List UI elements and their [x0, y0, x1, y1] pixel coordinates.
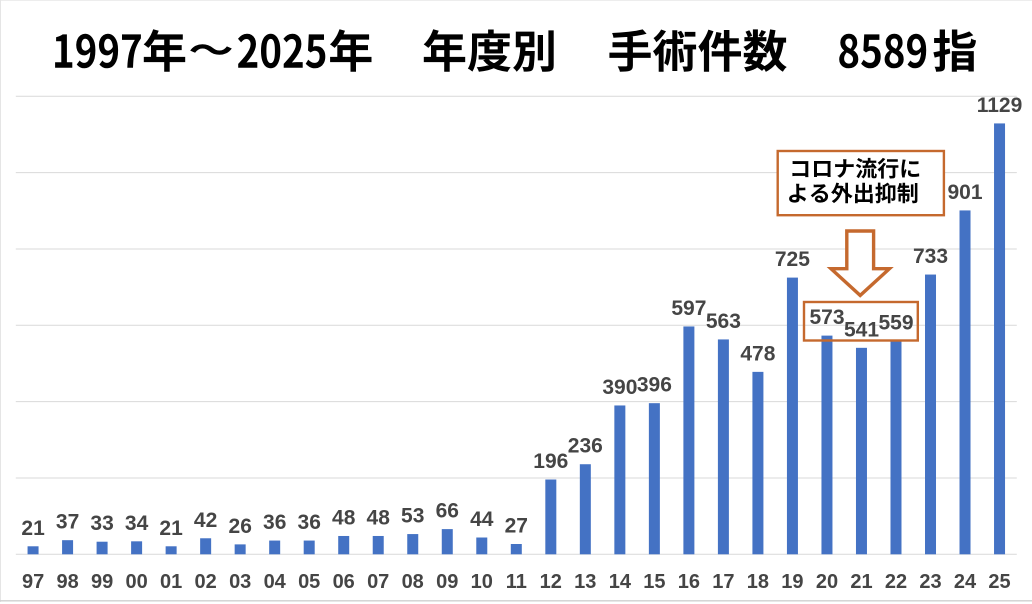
svg-text:20: 20 [816, 571, 838, 593]
svg-text:66: 66 [436, 500, 459, 523]
svg-text:733: 733 [913, 245, 948, 268]
svg-text:97: 97 [22, 571, 44, 593]
svg-text:05: 05 [298, 571, 320, 593]
svg-text:53: 53 [401, 505, 424, 528]
svg-text:24: 24 [954, 571, 977, 593]
svg-text:06: 06 [333, 571, 355, 593]
svg-text:36: 36 [298, 511, 321, 534]
svg-text:27: 27 [505, 515, 528, 538]
svg-text:390: 390 [602, 376, 637, 399]
svg-text:21: 21 [850, 571, 872, 593]
svg-text:541: 541 [844, 318, 879, 341]
svg-text:901: 901 [947, 181, 982, 204]
svg-text:99: 99 [91, 571, 113, 593]
svg-text:25: 25 [988, 571, 1010, 593]
svg-text:48: 48 [367, 507, 391, 530]
svg-text:00: 00 [125, 571, 147, 593]
svg-text:13: 13 [574, 571, 596, 593]
svg-text:725: 725 [775, 248, 810, 271]
svg-text:08: 08 [402, 571, 424, 593]
svg-text:23: 23 [919, 571, 941, 593]
svg-text:42: 42 [194, 509, 217, 532]
svg-text:12: 12 [540, 571, 562, 593]
svg-text:10: 10 [471, 571, 493, 593]
svg-text:48: 48 [332, 507, 356, 530]
svg-text:02: 02 [194, 571, 216, 593]
svg-text:01: 01 [160, 571, 182, 593]
svg-text:14: 14 [609, 571, 632, 593]
svg-text:16: 16 [678, 571, 700, 593]
svg-text:196: 196 [533, 450, 568, 473]
svg-text:36: 36 [263, 511, 286, 534]
svg-text:34: 34 [125, 512, 149, 535]
svg-text:09: 09 [436, 571, 458, 593]
svg-text:26: 26 [229, 515, 252, 538]
svg-text:22: 22 [885, 571, 907, 593]
svg-text:563: 563 [706, 310, 741, 333]
svg-text:559: 559 [878, 312, 913, 335]
svg-text:11: 11 [506, 571, 527, 593]
svg-text:17: 17 [712, 571, 734, 593]
svg-text:37: 37 [56, 511, 79, 534]
svg-text:19: 19 [781, 571, 803, 593]
svg-text:15: 15 [643, 571, 665, 593]
svg-text:04: 04 [264, 571, 287, 593]
svg-text:98: 98 [56, 571, 78, 593]
svg-text:03: 03 [229, 571, 251, 593]
svg-text:478: 478 [740, 342, 775, 365]
svg-text:21: 21 [21, 517, 45, 540]
svg-text:21: 21 [159, 517, 183, 540]
svg-text:396: 396 [637, 374, 672, 397]
svg-text:44: 44 [470, 508, 494, 531]
svg-text:573: 573 [809, 306, 844, 329]
svg-text:18: 18 [747, 571, 769, 593]
svg-text:597: 597 [671, 297, 706, 320]
svg-text:1129: 1129 [977, 94, 1023, 117]
svg-text:236: 236 [568, 435, 603, 458]
svg-text:33: 33 [90, 512, 113, 535]
svg-text:07: 07 [367, 571, 389, 593]
